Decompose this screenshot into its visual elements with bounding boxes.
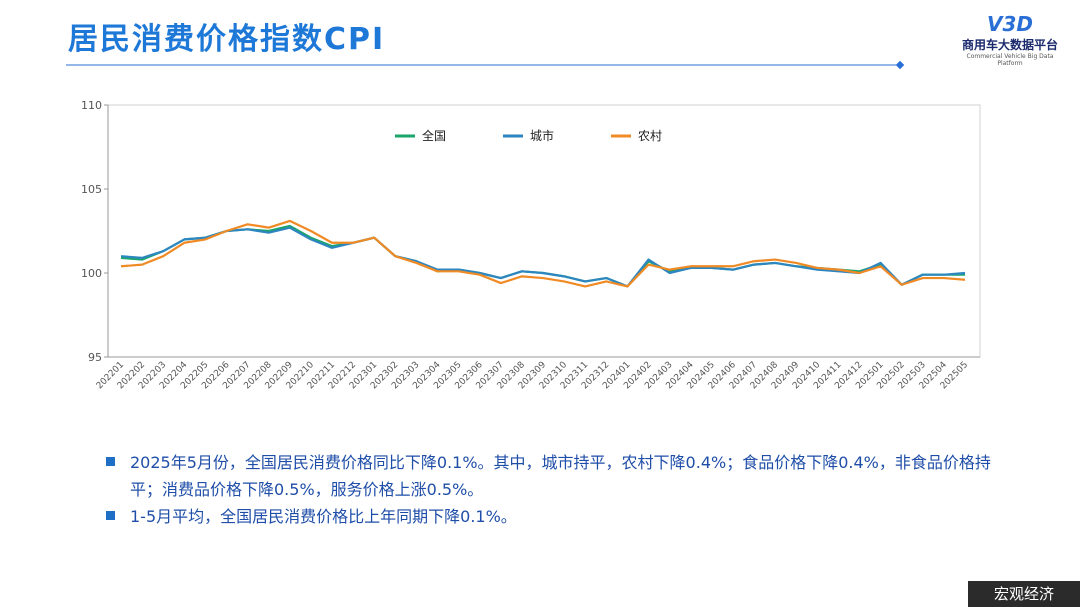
y-tick-label: 105: [81, 183, 102, 196]
legend-label: 农村: [638, 129, 662, 143]
logo-subtitle: Commercial Vehicle Big Data Platform: [966, 53, 1054, 67]
footer-tag: 宏观经济: [968, 581, 1080, 607]
slide-title: 居民消费价格指数CPI: [68, 22, 386, 57]
logo: V3D 商用车大数据平台 Commercial Vehicle Big Data…: [955, 12, 1065, 67]
bullets: 2025年5月份，全国居民消费价格同比下降0.1%。其中，城市持平，农村下降0.…: [104, 449, 1004, 530]
legend-label: 全国: [422, 128, 446, 143]
chart: 9510010511020220120220220220320220420220…: [66, 60, 981, 391]
logo-mark: V3D: [987, 12, 1033, 36]
series-line: [120, 226, 966, 288]
series-line: [120, 219, 966, 288]
y-tick-label: 100: [81, 267, 102, 280]
bullet: 2025年5月份，全国居民消费价格同比下降0.1%。其中，城市持平，农村下降0.…: [104, 449, 1004, 503]
bullet: 1-5月平均，全国居民消费价格比上年同期下降0.1%。: [104, 503, 1004, 530]
y-tick-label: 110: [81, 99, 102, 112]
y-tick-label: 95: [88, 351, 102, 364]
legend-label: 城市: [530, 128, 554, 143]
header-diamond: [895, 60, 905, 70]
logo-name: 商用车大数据平台: [961, 38, 1058, 52]
